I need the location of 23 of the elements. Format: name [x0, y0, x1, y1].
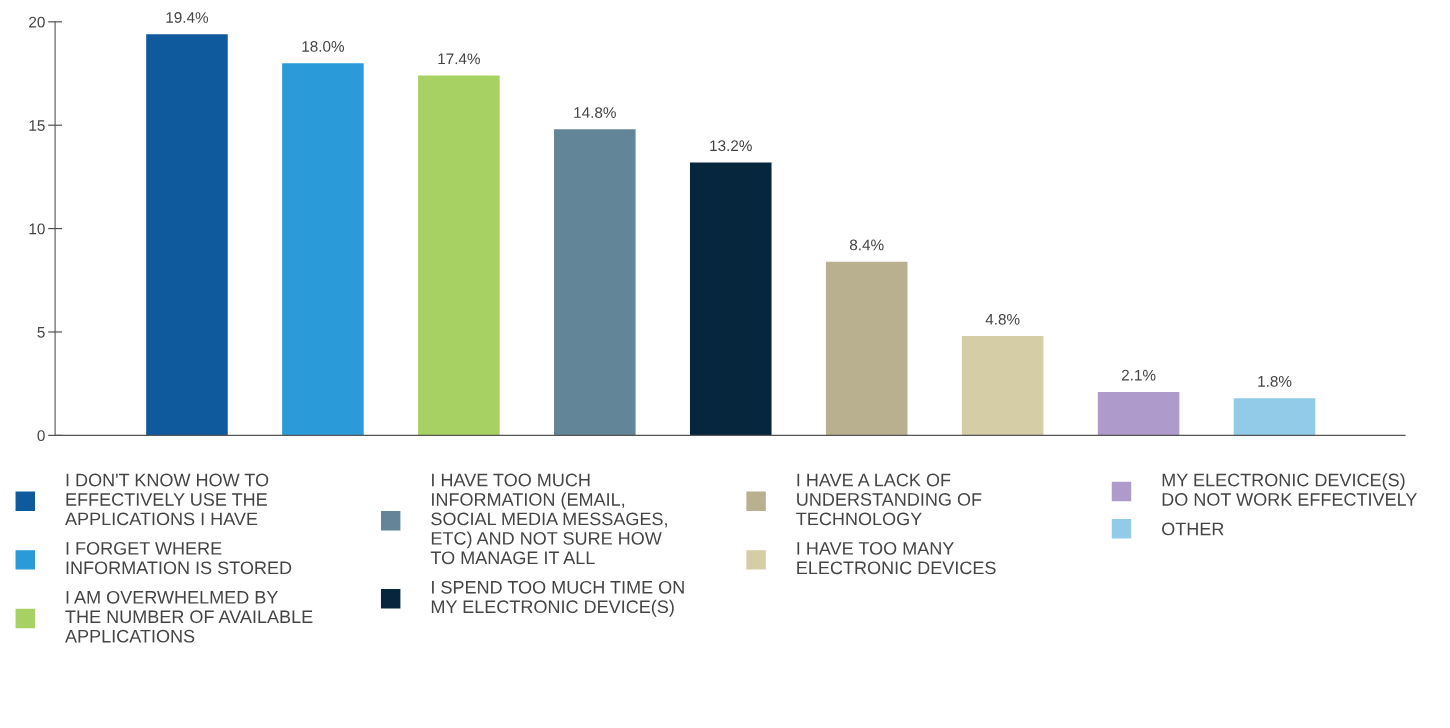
legend-label: I AM OVERWHELMED BY THE NUMBER OF AVAILABLE APPLICATIONS — [65, 590, 313, 643]
y-tick-label: 10 — [29, 223, 45, 235]
legend-label: I HAVE TOO MANY ELECTRONIC DEVICES — [797, 541, 996, 575]
y-tick-label: 15 — [29, 120, 45, 131]
legend-label: I DON'T KNOW HOW TO EFFECTIVELY USE THE APPLICATIONS I HAVE — [65, 473, 269, 526]
data-label: 13.2% — [710, 140, 752, 152]
data-label: 18.0% — [302, 41, 345, 52]
legend-label: I SPEND TOO MUCH TIME ON MY ELECTRONIC DEVICE(S) — [431, 580, 684, 617]
data-label: 8.4% — [849, 239, 884, 251]
legend-label: OTHER — [1162, 522, 1224, 536]
legend-label: MY ELECTRONIC DEVICE(S) DO NOT WORK EFFECTIVELY — [1162, 473, 1417, 506]
data-label: 14.8% — [574, 107, 616, 118]
data-label: 4.8% — [985, 313, 1020, 325]
legend-label: I HAVE TOO MUCH INFORMATION (EMAIL, SOCIAL MEDIA MESSAGES, ETC) AND NOT SURE HOW TO MANAGE IT ALL — [430, 473, 667, 565]
data-label: 2.1% — [1121, 369, 1156, 381]
data-label: 1.8% — [1258, 375, 1292, 387]
y-tick-label: 5 — [37, 326, 45, 338]
data-label: 19.4% — [166, 12, 209, 23]
legend-label: I FORGET WHERE INFORMATION IS STORED — [66, 541, 292, 575]
data-label: 17.4% — [438, 53, 480, 65]
y-tick-label: 0 — [37, 430, 45, 442]
y-tick-label: 20 — [29, 16, 45, 28]
legend-label: I HAVE A LACK OF UNDERSTANDING OF TECHNOLOGY — [796, 473, 982, 526]
